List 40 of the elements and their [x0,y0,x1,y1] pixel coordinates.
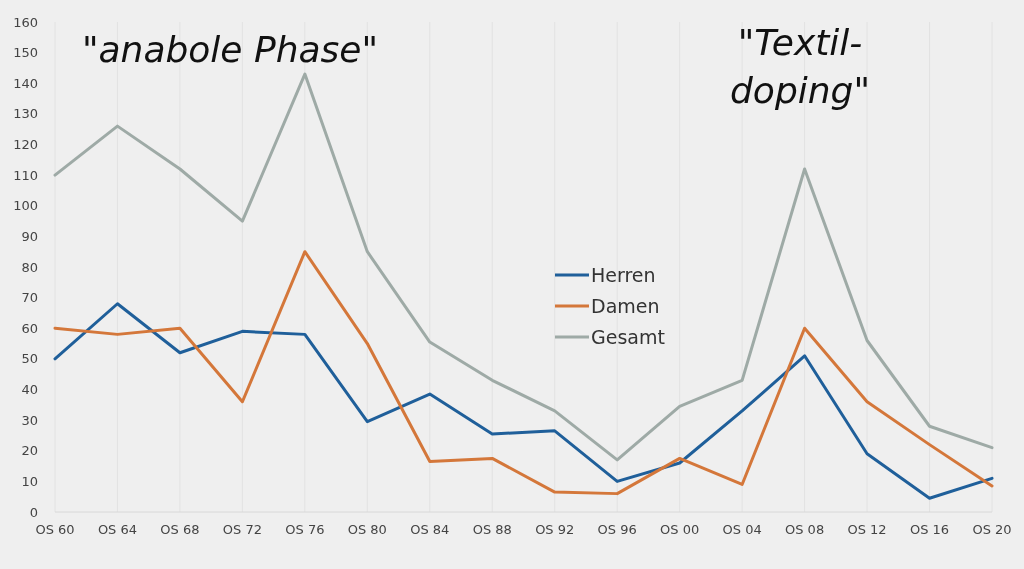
x-tick-label: OS 92 [535,522,575,537]
y-tick-label: 120 [13,137,38,153]
y-tick-label: 60 [21,320,38,336]
y-tick-label: 80 [21,259,38,275]
y-tick-label: 10 [21,473,38,489]
x-tick-label: OS 64 [97,522,138,537]
line-series [53,72,994,462]
y-tick-label: 40 [21,382,38,398]
x-tick-label: OS 08 [785,522,825,537]
y-tick-label: 20 [21,443,38,459]
y-tick-label: 140 [13,75,38,91]
legend-label: Herren [591,263,656,286]
x-tick-label: OS 84 [410,522,450,537]
x-tick-label: OS 04 [722,522,762,537]
line-series [53,250,994,496]
x-tick-label: OS 76 [285,522,325,537]
x-tick-label: OS 16 [909,522,950,537]
y-tick-label: 130 [13,106,38,122]
y-tick-label: 50 [21,351,38,367]
y-tick-label: 30 [21,412,38,428]
legend-label: Damen [591,294,660,317]
x-tick-label: OS 80 [347,522,387,537]
x-tick-label: OS 72 [222,522,262,537]
y-tick-label: 70 [21,290,38,306]
x-tick-label: OS 12 [847,522,887,537]
y-tick-label: 90 [21,228,38,244]
y-tick-label: 150 [13,45,38,61]
x-tick-label: OS 68 [160,522,200,537]
x-tick-label: OS 88 [472,522,512,537]
y-tick-label: 0 [29,504,38,520]
x-tick-label: OS 60 [35,522,75,537]
x-tick-label: OS 00 [660,522,700,537]
x-tick-label: OS 20 [972,522,1012,537]
annotation: "Textil- doping" [730,22,870,111]
y-tick-label: 160 [13,14,38,30]
legend-label: Gesamt [591,325,665,348]
y-tick-label: 100 [13,198,38,214]
y-tick-label: 110 [13,167,38,183]
annotation: "anabole Phase" [81,29,379,70]
x-tick-label: OS 96 [597,522,637,537]
